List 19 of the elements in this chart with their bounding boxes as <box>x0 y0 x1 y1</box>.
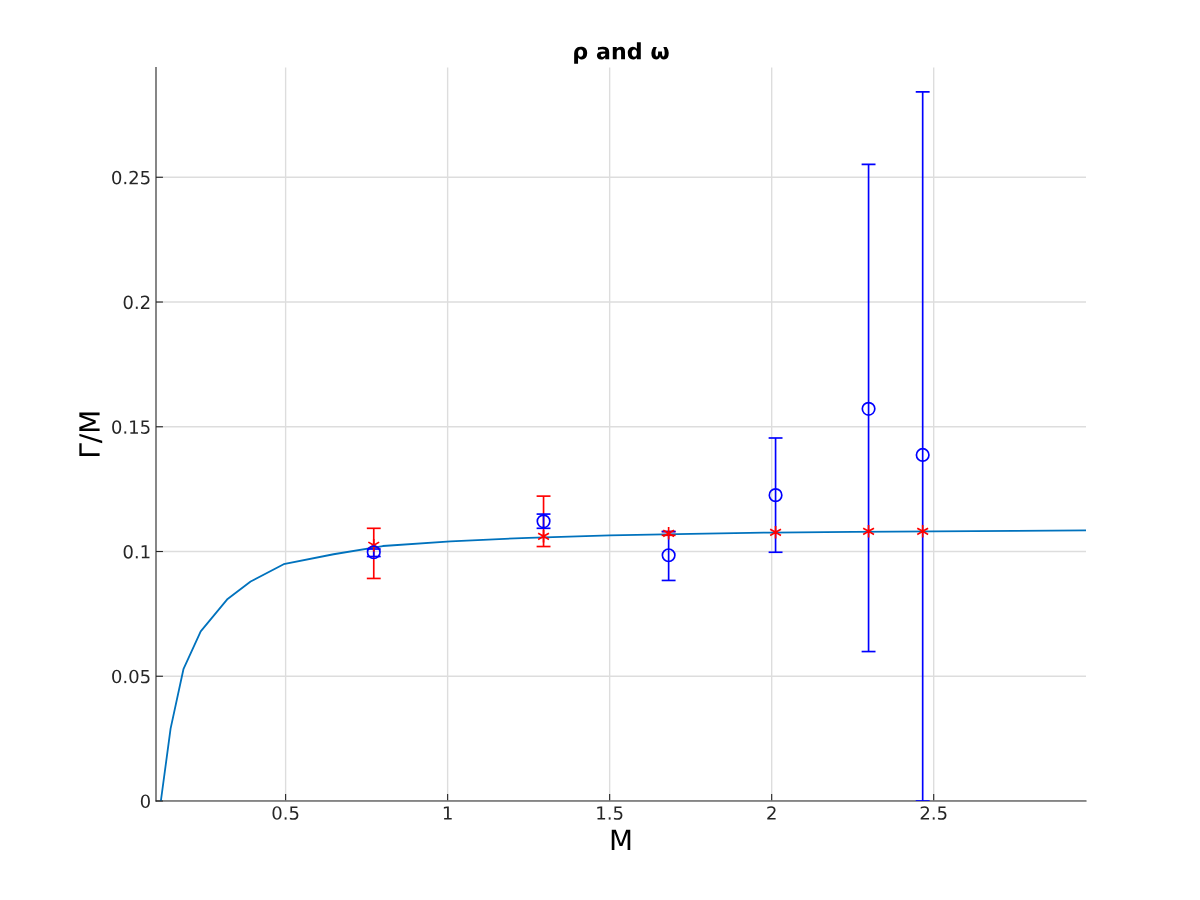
x-tick-label: 0.5 <box>272 806 299 820</box>
x-tick-label: 2.5 <box>920 806 947 820</box>
x-tick-label: 2 <box>767 806 776 820</box>
y-tick-label: 0.25 <box>112 170 150 185</box>
y-tick-label: 0 <box>140 794 150 809</box>
y-axis-title: Γ/M <box>79 412 103 456</box>
point <box>916 524 929 539</box>
x-tick-label: 1.5 <box>597 806 623 820</box>
point <box>915 447 930 463</box>
y-tick-label: 0.15 <box>112 420 150 434</box>
y-tick-label: 0.05 <box>112 669 150 684</box>
y-tick-label: 0.2 <box>123 295 150 310</box>
point <box>861 401 876 416</box>
y-tick-label: 0.1 <box>123 544 150 559</box>
point <box>661 548 676 563</box>
x-tick-label: 1 <box>443 806 452 820</box>
x-axis-title: M <box>611 829 631 850</box>
chart-title: ρ and ω <box>574 42 669 64</box>
point <box>768 488 783 503</box>
